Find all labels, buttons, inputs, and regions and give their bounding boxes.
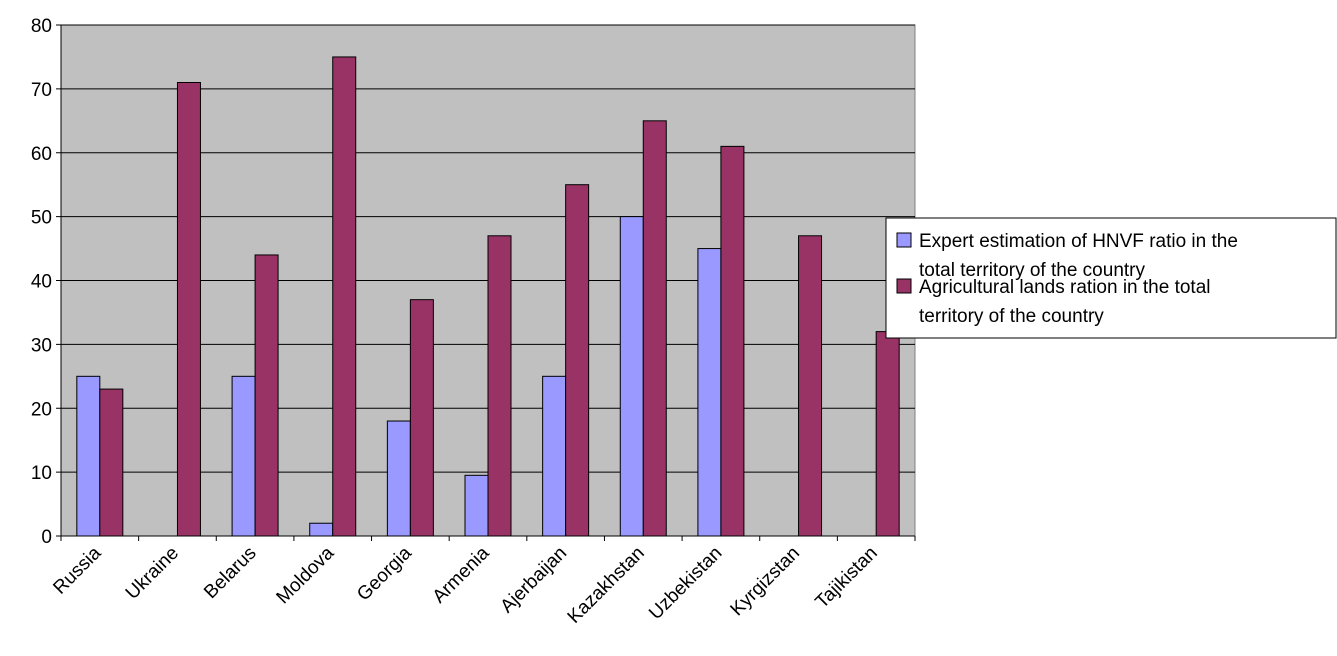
y-tick-label: 20 [31, 399, 52, 420]
bar-series-2-kyrgizstan [798, 235, 823, 537]
bar-series-1-russia [76, 375, 101, 537]
x-tick-label: Kazakhstan [564, 543, 649, 628]
legend-swatch-series-1 [896, 232, 912, 248]
y-tick-label: 60 [31, 144, 52, 165]
legend-label-series-1-line-2: total territory of the country [919, 260, 1145, 281]
bar-series-2-russia [99, 388, 124, 537]
y-tick-label: 30 [31, 335, 52, 356]
bar-series-2-georgia [409, 299, 434, 537]
y-tick-label: 0 [41, 527, 52, 548]
bar-series-2-tajikistan [875, 331, 900, 537]
bar-series-1-uzbekistan [697, 248, 722, 537]
bar-series-2-belarus [254, 254, 279, 537]
bar-series-1-belarus [231, 375, 256, 537]
y-tick-label: 80 [31, 16, 52, 37]
x-tick-label: Ajerbaijan [497, 543, 572, 618]
legend-swatch-series-2 [896, 278, 912, 294]
legend-label-series-2-line-1: Agricultural lands ration in the total [919, 277, 1211, 298]
bar-series-1-georgia [386, 420, 411, 537]
bar-series-2-ajerbaijan [565, 184, 590, 537]
bar-series-2-moldova [332, 56, 357, 537]
legend-box [885, 217, 1337, 339]
x-tick-label: Armenia [429, 542, 494, 607]
x-tick-label: Kyrgizstan [727, 543, 805, 621]
legend-label-series-1-line-1: Expert estimation of HNVF ratio in the [919, 231, 1238, 252]
bar-series-1-moldova [309, 522, 334, 537]
y-tick-label: 50 [31, 208, 52, 229]
x-tick-label: Georgia [353, 542, 416, 605]
y-tick-label: 70 [31, 80, 52, 101]
x-tick-label: Ukraine [122, 543, 183, 604]
x-tick-label: Russia [49, 542, 105, 598]
x-axis-ticks: Russia Ukraine Belarus Moldova Georgia Armeni… [49, 536, 916, 628]
bar-series-2-armenia [487, 235, 512, 537]
y-axis-ticks: 0 10 20 30 40 50 60 70 80 [31, 16, 61, 548]
bar-series-2-ukraine [176, 81, 201, 537]
x-tick-label: Belarus [200, 543, 260, 603]
legend: Expert estimation of HNVF ratio in the t… [885, 217, 1337, 339]
bar-series-2-kazakhstan [642, 120, 667, 537]
gridlines [61, 24, 915, 473]
bar-series-1-ajerbaijan [542, 375, 567, 537]
x-tick-label: Moldova [273, 542, 339, 608]
bar-series-1-armenia [464, 474, 489, 537]
bar-series-2-uzbekistan [720, 145, 745, 537]
x-tick-label: Tajikistan [812, 543, 882, 613]
x-tick-label: Uzbekistan [645, 543, 726, 624]
y-tick-label: 40 [31, 272, 52, 293]
legend-label-series-2-line-2: territory of the country [919, 306, 1104, 327]
bars [76, 56, 900, 537]
bar-series-1-kazakhstan [619, 216, 644, 537]
y-tick-label: 10 [31, 463, 52, 484]
